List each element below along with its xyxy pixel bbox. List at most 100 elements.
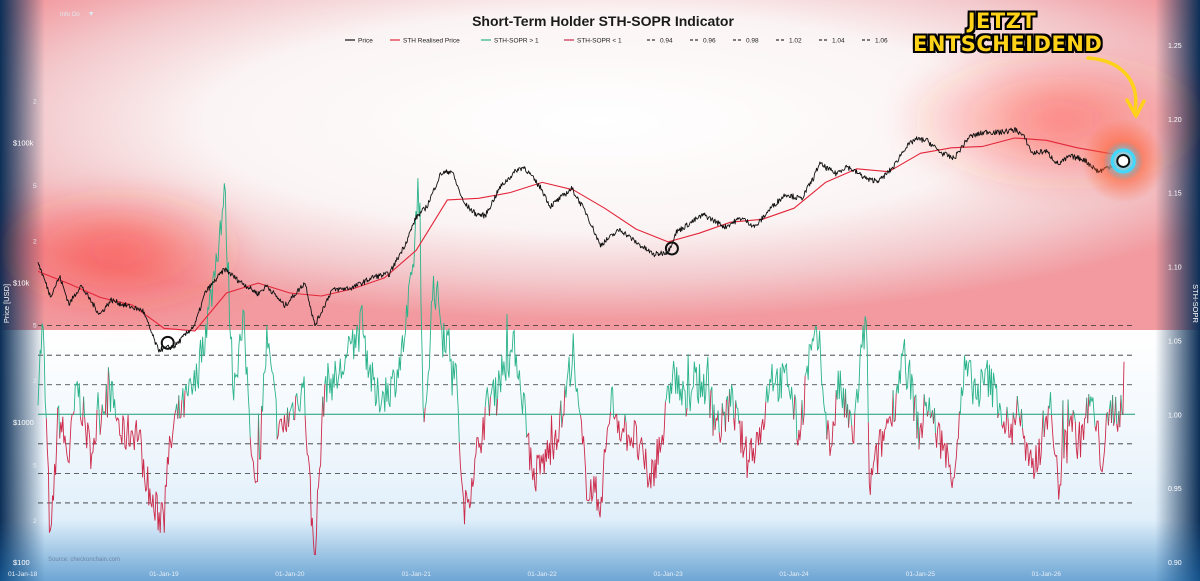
sopr-above-line [717, 410, 720, 433]
sopr-below-line [1043, 405, 1049, 438]
sopr-above-line [261, 325, 278, 440]
info-toggle-label: Info On [60, 11, 80, 18]
info-toggle[interactable]: Info On ▼ [60, 11, 95, 18]
legend-label: 1.02 [789, 38, 802, 45]
sopr-above-line [295, 376, 306, 416]
sopr-below-line [1018, 409, 1022, 427]
sopr-above-line [83, 396, 86, 418]
sopr-above-line [895, 338, 915, 422]
sopr-below-line [728, 389, 730, 422]
sopr-below-line [1113, 396, 1117, 426]
sopr-above-line [794, 394, 798, 439]
sopr-below-line [293, 395, 297, 421]
left-tick-label: $100 [13, 558, 30, 567]
sopr-below-line [802, 375, 806, 426]
sopr-above-line [729, 384, 735, 419]
sopr-below-line [1122, 361, 1125, 415]
price-series [37, 127, 1125, 353]
sopr-below-line [304, 396, 324, 556]
sopr-below-line [323, 383, 326, 417]
sopr-below-line [1074, 397, 1088, 459]
left-minor-tick-label: 2 [33, 378, 37, 385]
sopr-below-line [893, 393, 897, 423]
sopr-below-line [99, 404, 103, 435]
sopr-above-line [845, 388, 847, 418]
right-tick-label: 1.05 [1168, 338, 1182, 345]
sopr-above-line [424, 275, 460, 443]
sopr-below-line [1013, 395, 1018, 426]
sopr-below-line [738, 401, 767, 479]
chevron-down-icon: ▼ [87, 11, 95, 18]
sopr-above-line [564, 333, 581, 416]
sopr-above-line [1006, 406, 1009, 419]
sopr-below-line [685, 407, 688, 417]
sopr-below-line [1116, 411, 1120, 432]
sopr-above-line [1067, 399, 1070, 427]
right-axis-label: STH-SOPR [1191, 284, 1200, 323]
sopr-below-line [183, 390, 186, 418]
sopr-above-line [854, 316, 869, 423]
sopr-above-line [57, 404, 61, 439]
sopr-below-line [79, 396, 85, 427]
callout-arrowhead [1125, 98, 1146, 118]
sopr-below-line [796, 400, 803, 446]
sopr-above-line [324, 178, 425, 423]
x-tick-label: 01-Jan-23 [653, 571, 683, 578]
sopr-above-line [610, 386, 615, 418]
right-tick-label: 1.00 [1168, 412, 1182, 419]
sopr-above-line [917, 411, 920, 450]
sopr-above-line [923, 394, 928, 417]
sopr-below-line [718, 403, 723, 443]
right-tick-label: 0.90 [1168, 560, 1182, 567]
sopr-above-line [1088, 394, 1096, 427]
legend-label: 1.04 [832, 38, 845, 45]
sopr-below-line [488, 396, 491, 416]
callout-line-1: JETZT [967, 9, 1037, 33]
x-tick-label: 01-Jan-19 [149, 571, 179, 578]
sopr-below-line [1051, 400, 1064, 500]
x-tick-label: 01-Jan-20 [275, 571, 305, 578]
left-minor-tick-label: 2 [33, 238, 37, 245]
left-axis-label: Price [USD] [2, 284, 11, 323]
realised-price-series [37, 137, 1125, 332]
sopr-below-line [613, 413, 626, 443]
markers [160, 118, 1166, 350]
right-tick-label: 1.15 [1168, 191, 1182, 198]
sopr-above-line [1042, 410, 1045, 438]
sopr-below-line [1119, 395, 1122, 428]
sopr-above-line [686, 354, 711, 419]
legend-label: STH Realised Price [403, 38, 460, 45]
right-tick-label: 1.20 [1168, 117, 1182, 124]
left-minor-tick-label: 5 [33, 183, 37, 190]
sopr-below-line [59, 413, 73, 464]
sopr-above-line [998, 402, 1003, 426]
sopr-below-line [926, 411, 929, 417]
sopr-above-line [927, 397, 931, 419]
sopr-below-line [45, 407, 59, 533]
sopr-above-line [1109, 400, 1112, 424]
callout-label: JETZT ENTSCHEIDEND [913, 9, 1103, 56]
sopr-above-line [914, 394, 918, 439]
callout-arrow [1086, 56, 1138, 112]
realised-price-line [37, 137, 1125, 332]
x-tick-label: 01-Jan-22 [528, 571, 558, 578]
callout-line-2: ENTSCHEIDEND [913, 32, 1103, 56]
sopr-below-line [867, 390, 894, 495]
sopr-above-line [484, 387, 490, 416]
sopr-above-line [497, 313, 528, 438]
left-minor-tick-label: 2 [33, 518, 37, 525]
left-minor-tick-label: 5 [33, 323, 37, 330]
x-tick-label: 01-Jan-24 [779, 571, 809, 578]
sopr-above-line [804, 325, 828, 440]
sopr-below-line [84, 409, 98, 470]
sopr-above-line [958, 355, 999, 418]
sopr-above-line [892, 390, 895, 422]
sopr-below-line [929, 410, 933, 419]
sopr-below-line [458, 407, 486, 525]
sopr-above-line [1112, 394, 1115, 426]
sopr-below-line [423, 407, 426, 423]
legend-label: STH-SOPR > 1 [494, 38, 539, 45]
legend-label: 0.98 [746, 38, 759, 45]
sopr-below-line [997, 413, 1000, 418]
